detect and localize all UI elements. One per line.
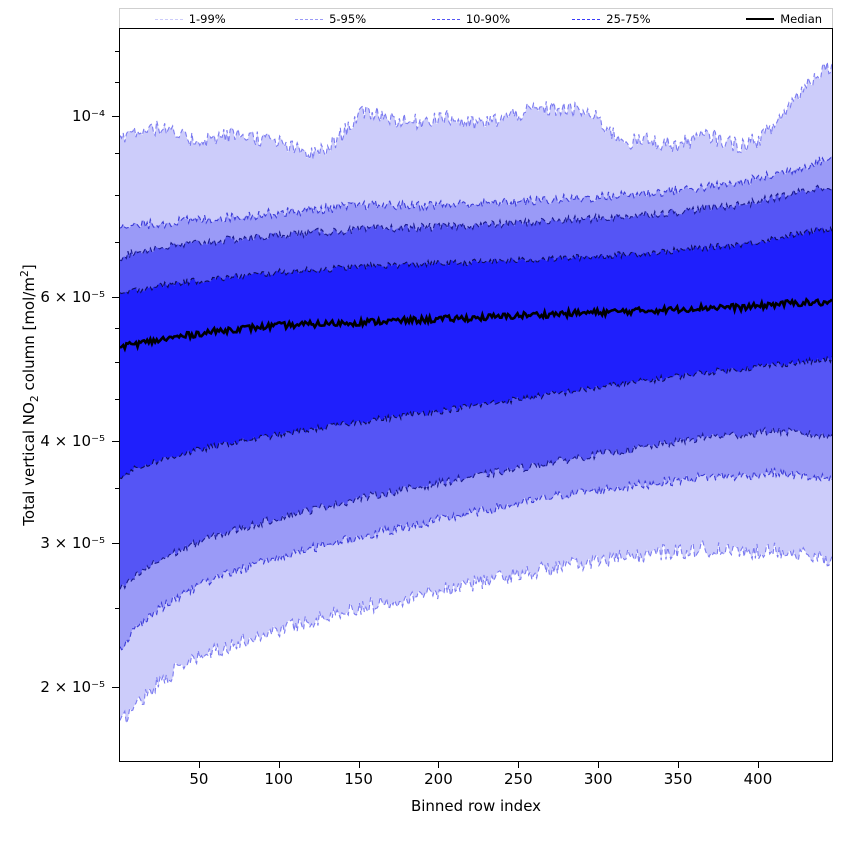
x-tick-label: 300 <box>583 770 613 788</box>
legend-label-median: Median <box>780 12 823 26</box>
x-tick-mark <box>757 762 759 768</box>
y-axis-label: Total vertical NO2 column [mol/m2] <box>18 264 41 526</box>
legend-swatch-median <box>746 18 775 20</box>
y-tick-mark-minor <box>115 607 119 609</box>
y-tick-mark <box>112 543 119 545</box>
plot-area <box>119 28 833 762</box>
legend-swatch-10-90 <box>431 18 460 20</box>
y-tick-mark <box>112 441 119 443</box>
x-tick-label: 400 <box>743 770 773 788</box>
y-tick-label: 3 × 10⁻⁵ <box>40 534 105 553</box>
x-tick-label: 200 <box>424 770 453 788</box>
y-tick-label: 2 × 10⁻⁵ <box>40 678 105 697</box>
median-line <box>120 297 832 353</box>
legend-item-median[interactable]: Median <box>682 12 832 26</box>
legend-swatch-25-75 <box>572 18 601 20</box>
y-tick-mark-minor <box>115 194 119 196</box>
y-axis-tick-labels: 2 × 10⁻⁵ 3 × 10⁻⁵ 4 × 10⁻⁵ 6 × 10⁻⁵ 10⁻⁴ <box>0 0 105 850</box>
y-tick-label: 6 × 10⁻⁵ <box>40 288 105 307</box>
legend-item-10-90[interactable]: 10-90% <box>401 12 541 26</box>
y-tick-mark-minor <box>115 488 119 490</box>
legend-swatch-5-95 <box>295 18 324 20</box>
y-tick-mark-minor <box>115 242 119 244</box>
band-25-75 <box>120 227 832 479</box>
legend-item-25-75[interactable]: 25-75% <box>541 12 681 26</box>
x-tick-label: 250 <box>504 770 533 788</box>
legend-swatch-1-99 <box>154 18 183 20</box>
boundary-line-p5 <box>120 467 832 651</box>
y-tick-label: 4 × 10⁻⁵ <box>40 432 105 451</box>
boundary-line-p99 <box>120 61 832 162</box>
chart-legend: 1-99% 5-95% 10-90% 25-75% Median <box>119 8 833 30</box>
boundary-line-p95 <box>120 155 832 230</box>
x-tick-mark <box>358 762 360 768</box>
x-tick-label: 100 <box>264 770 294 788</box>
x-tick-mark <box>518 762 520 768</box>
x-axis-label: Binned row index <box>410 797 542 815</box>
boundary-line-p75 <box>120 225 832 295</box>
percentile-band-plot <box>120 61 832 726</box>
boundary-line-p25 <box>120 355 832 480</box>
legend-item-5-95[interactable]: 5-95% <box>260 12 400 26</box>
x-tick-label: 50 <box>189 770 209 788</box>
x-tick-mark <box>278 762 280 768</box>
x-tick-mark <box>438 762 440 768</box>
y-tick-mark-minor <box>115 50 119 52</box>
boundary-line-p1 <box>120 540 832 726</box>
y-tick-mark-minor <box>115 153 119 155</box>
y-tick-mark-minor <box>115 81 119 83</box>
x-tick-mark <box>678 762 680 768</box>
y-tick-mark <box>112 297 119 299</box>
y-tick-mark <box>112 115 119 117</box>
legend-label-25-75: 25-75% <box>606 12 651 26</box>
y-tick-mark-minor <box>115 399 119 401</box>
legend-label-5-95: 5-95% <box>329 12 367 26</box>
legend-label-10-90: 10-90% <box>465 12 511 26</box>
y-tick-label: 10⁻⁴ <box>71 106 105 125</box>
x-tick-label: 350 <box>663 770 693 788</box>
boundary-line-p90 <box>120 184 832 262</box>
y-tick-mark <box>112 687 119 689</box>
legend-label-1-99: 1-99% <box>188 12 226 26</box>
y-tick-mark-minor <box>115 361 119 363</box>
y-tick-mark-minor <box>115 327 119 329</box>
x-tick-mark <box>198 762 200 768</box>
x-tick-mark <box>598 762 600 768</box>
legend-item-1-99[interactable]: 1-99% <box>120 12 260 26</box>
x-tick-label: 150 <box>344 770 373 788</box>
